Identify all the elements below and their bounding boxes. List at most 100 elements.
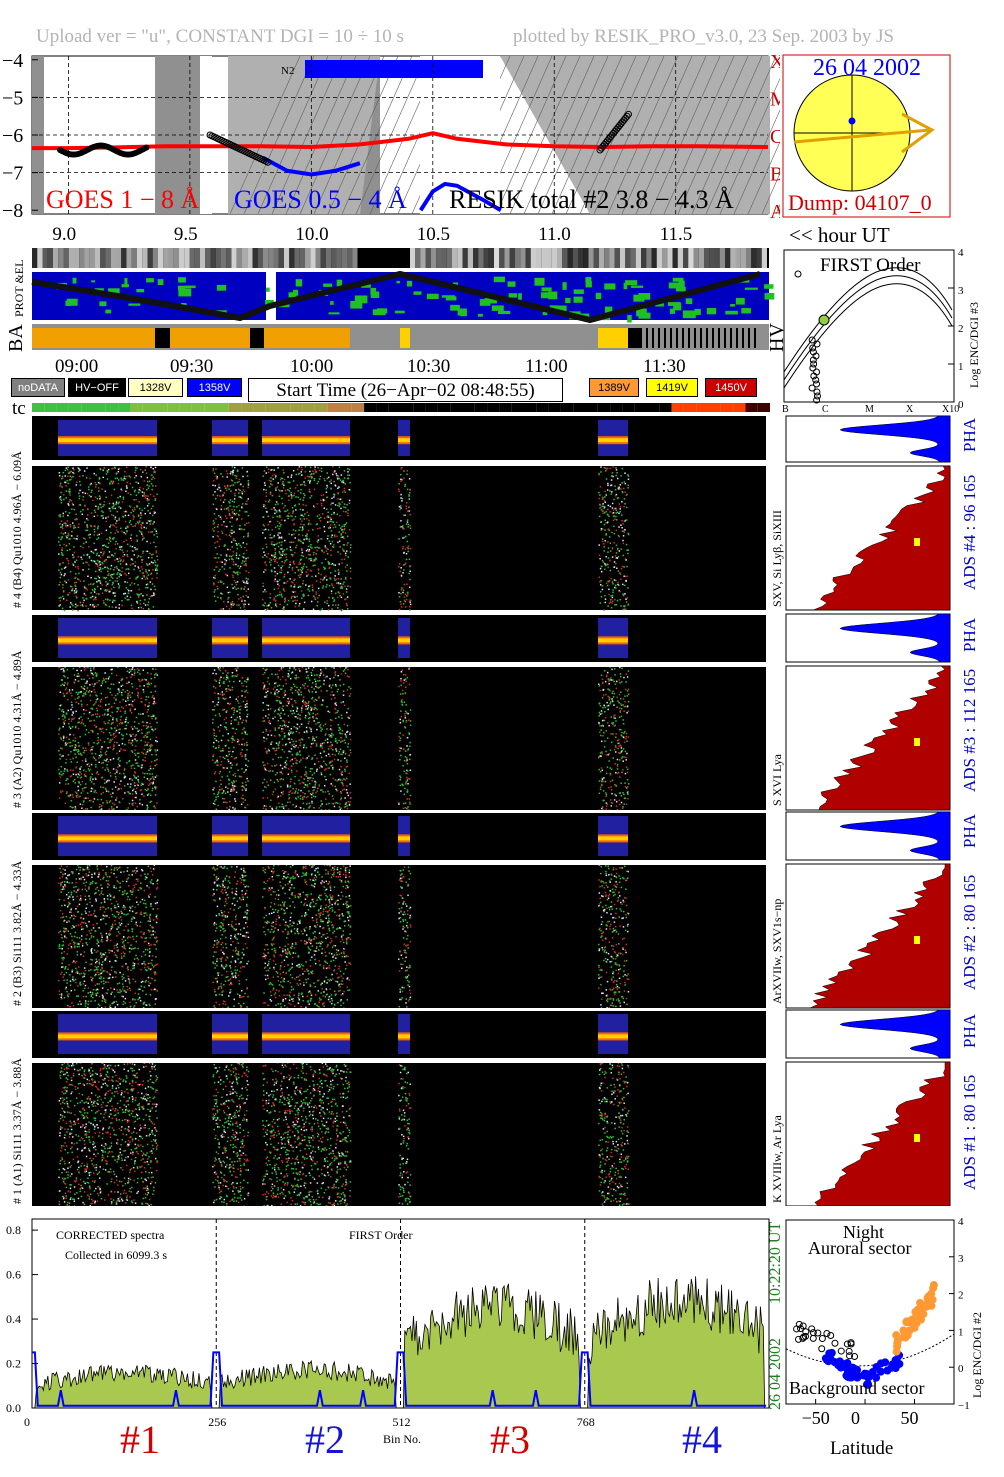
spectral-map bbox=[32, 864, 766, 1008]
lat-point-background bbox=[864, 1380, 873, 1389]
pha-histogram bbox=[839, 811, 951, 861]
fo-y-tick: 3 bbox=[958, 285, 964, 297]
goes-long-label: GOES 1 − 8 Å bbox=[46, 185, 200, 214]
night-label: Night bbox=[843, 1222, 885, 1242]
particle-dot bbox=[623, 112, 631, 120]
goes-class-letter: X bbox=[770, 51, 780, 73]
lat-point-night bbox=[851, 1352, 859, 1360]
hour-label: << hour UT bbox=[789, 223, 890, 247]
goes-y-ticks: −4 −5 −6 −7 −8 bbox=[2, 50, 38, 222]
lat-point-background bbox=[881, 1358, 890, 1367]
lat-point-auroral bbox=[912, 1312, 921, 1321]
particle-dots bbox=[57, 110, 632, 166]
latitude-xlabel: Latitude bbox=[830, 1438, 894, 1459]
ads-histogram bbox=[818, 665, 951, 811]
ads-histogram bbox=[814, 1061, 951, 1206]
fo-curve bbox=[783, 267, 953, 373]
goes-short-label: GOES 0.5 − 4 Å bbox=[234, 185, 407, 214]
lat-point-night bbox=[847, 1340, 855, 1348]
background-label: Background sector bbox=[789, 1378, 925, 1398]
goes-class-letter: A bbox=[770, 201, 780, 223]
legend-6: 1419V bbox=[646, 378, 698, 397]
collected-label: Collected in 6099.3 s bbox=[65, 1248, 167, 1262]
spectral-line-label-2: ArXVIIw, SXV1s−np bbox=[770, 898, 784, 1004]
spectrum-channel-label-3: #3 bbox=[490, 1417, 530, 1462]
lat-point-night bbox=[843, 1340, 851, 1348]
spec-y-tick: 0.0 bbox=[6, 1401, 21, 1415]
goes-y-tick: −4 bbox=[2, 50, 23, 72]
ba-label: BA bbox=[5, 324, 27, 352]
ads-label-4: ADS #4 : 96 165 bbox=[960, 474, 979, 590]
goes-x-tick: 11.0 bbox=[538, 224, 571, 245]
pha-label: PHA bbox=[960, 813, 979, 848]
time-tick: 11:00 bbox=[525, 356, 568, 377]
latitude-panel: 4 3 2 1 0 −1 −50 0 50 bbox=[785, 1218, 970, 1428]
goes-y-tick: −7 bbox=[2, 163, 23, 185]
orbit-panel bbox=[31, 248, 775, 350]
lat-point-auroral bbox=[892, 1347, 901, 1356]
spectrum-channel-4 bbox=[587, 1276, 766, 1409]
tc-strip bbox=[32, 403, 770, 412]
legend-3: 1328V bbox=[128, 378, 183, 397]
first-order-label: FIRST Order bbox=[349, 1228, 413, 1242]
goes-class-letter: C bbox=[770, 126, 780, 148]
pha-label: PHA bbox=[960, 417, 979, 452]
goes-x-tick: 11.5 bbox=[660, 224, 693, 245]
lat-y-tick: 1 bbox=[958, 1326, 964, 1338]
lat-point-auroral bbox=[899, 1326, 908, 1335]
lat-point-background bbox=[868, 1367, 877, 1376]
lat-x-tick: 0 bbox=[851, 1408, 860, 1428]
lat-x-tick: −50 bbox=[802, 1408, 830, 1428]
goes-y-tick: −6 bbox=[2, 125, 23, 147]
lat-point-auroral bbox=[921, 1302, 930, 1311]
lat-point-background bbox=[847, 1373, 856, 1382]
spectral-line-label-3: S XVI Lya bbox=[770, 754, 784, 806]
orbit-arrow bbox=[793, 128, 931, 144]
spectral-line-label-4: SXV, Si Lyβ, SiXIII bbox=[770, 510, 784, 607]
prot-el-label: PROT &EL bbox=[12, 259, 26, 317]
time-tick: 10:00 bbox=[290, 356, 334, 377]
lat-point-auroral bbox=[892, 1331, 901, 1340]
goes-grid bbox=[32, 56, 768, 214]
lat-y-tick: 2 bbox=[958, 1290, 964, 1302]
fo-point bbox=[808, 384, 816, 392]
fo-point bbox=[812, 376, 820, 384]
lat-point-night bbox=[814, 1329, 822, 1337]
spectrum-channel-label-1: #1 bbox=[120, 1417, 160, 1462]
corrected-label: CORRECTED spectra bbox=[56, 1228, 165, 1242]
legend-5: 1389V bbox=[589, 378, 639, 397]
spec-y-tick: 0.4 bbox=[6, 1312, 21, 1326]
fo-point bbox=[809, 344, 817, 352]
particle-dot bbox=[143, 144, 150, 151]
lat-point-background bbox=[844, 1365, 853, 1374]
pha-histogram bbox=[839, 613, 951, 663]
lat-point-night bbox=[802, 1328, 810, 1336]
fo-point bbox=[813, 380, 821, 388]
spec-y-tick: 0.2 bbox=[6, 1357, 21, 1371]
first-order-ylabel: Log ENC/DGI #3 bbox=[967, 302, 981, 388]
lat-point-background bbox=[833, 1359, 842, 1368]
lat-point-auroral bbox=[913, 1305, 922, 1314]
goes-x-ticks: 9.0 9.5 10.0 10.5 11.0 11.5 bbox=[52, 224, 692, 245]
lat-y-tick: −1 bbox=[958, 1400, 970, 1412]
lat-point-night bbox=[818, 1335, 826, 1343]
spectral-line-label-1: K XVIIIw, Ar Lya bbox=[770, 1115, 784, 1203]
channel-label-2: # 2 (B3) Si111 3.82Å − 4.33Å bbox=[10, 860, 24, 1006]
spec-y-tick: 0.8 bbox=[6, 1223, 21, 1237]
saa-wedge bbox=[228, 56, 380, 214]
particle-dot bbox=[625, 110, 632, 118]
lat-point-night bbox=[845, 1347, 853, 1355]
sun-date: 26 04 2002 bbox=[813, 55, 921, 81]
lat-point-night bbox=[794, 1335, 802, 1343]
tc-label: tc bbox=[12, 398, 26, 419]
time-tick: 09:00 bbox=[55, 356, 99, 377]
fo-y-tick: 2 bbox=[958, 323, 964, 335]
spectral-map bbox=[32, 466, 766, 610]
detector-maps bbox=[32, 416, 766, 1206]
lat-point-background bbox=[853, 1373, 862, 1382]
lat-point-background bbox=[825, 1349, 834, 1358]
orbit-track bbox=[31, 270, 761, 324]
fo-point bbox=[808, 336, 816, 344]
